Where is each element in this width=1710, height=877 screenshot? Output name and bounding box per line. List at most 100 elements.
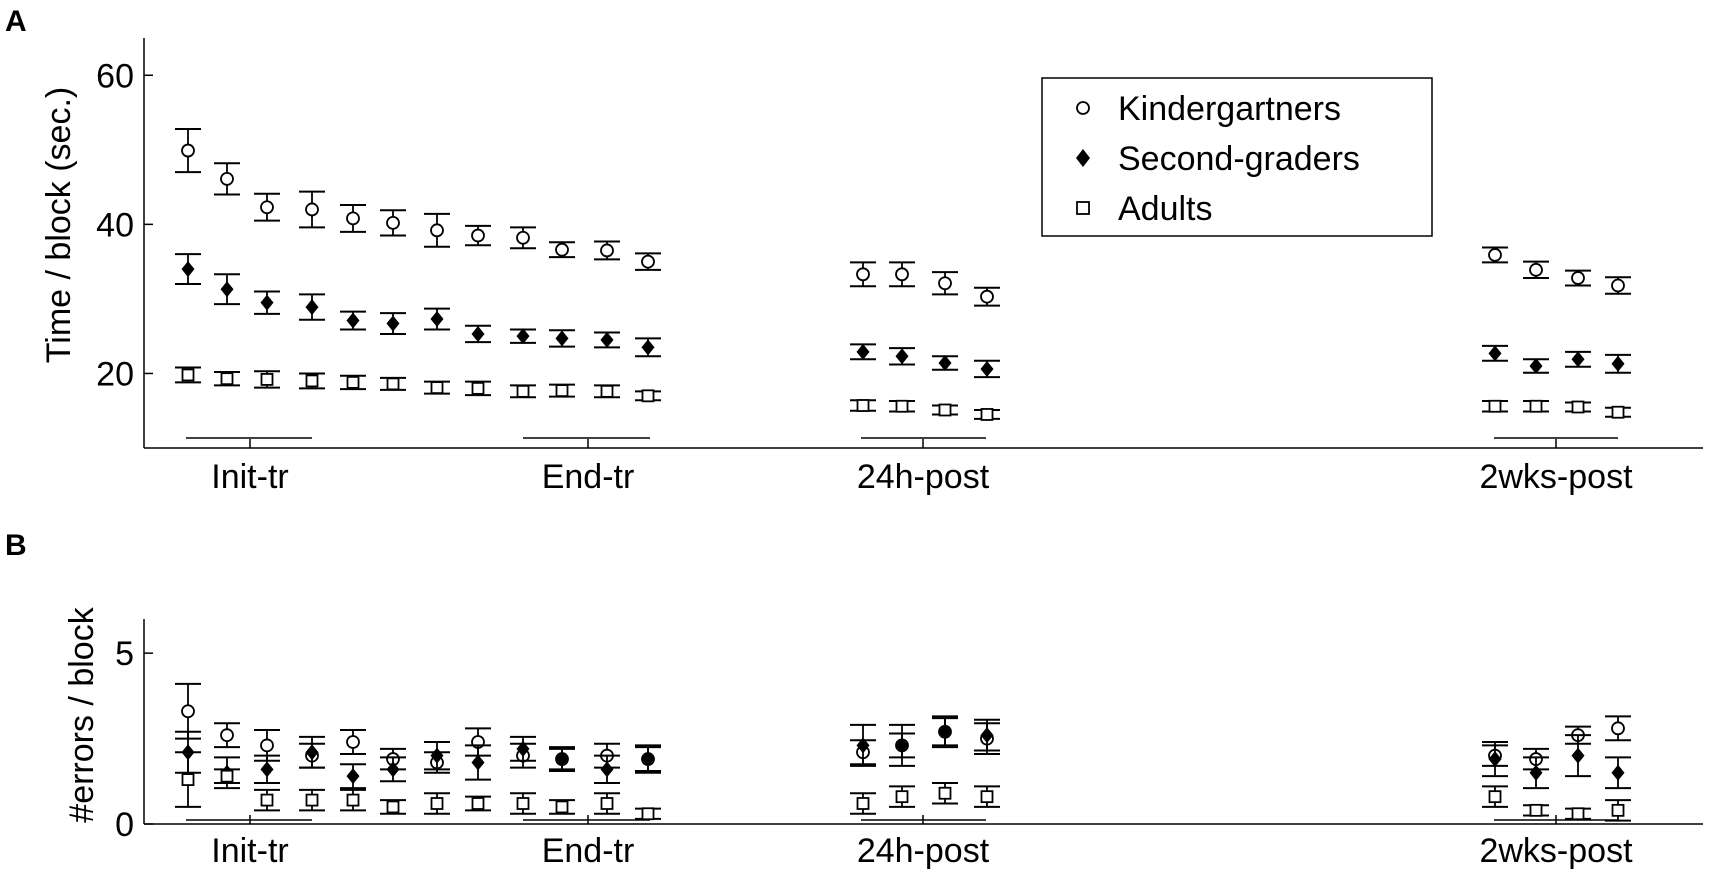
- data-point-diamond: [641, 339, 655, 356]
- data-point-square: [895, 790, 909, 804]
- data-point-diamond: [555, 751, 569, 768]
- data-point-circle: [386, 215, 400, 230]
- y-tick-label: 5: [115, 635, 134, 673]
- data-point-circle: [600, 243, 614, 258]
- data-point-square: [346, 793, 360, 807]
- data-point-diamond: [641, 751, 655, 768]
- data-point-diamond: [938, 723, 952, 740]
- time-per-block-chart: Time / block (sec.) 20 40 60 Init-tr End-tr 2…: [40, 38, 1703, 496]
- data-point-diamond: [555, 330, 569, 347]
- series-adults: [175, 366, 1631, 421]
- data-point-square: [938, 403, 952, 417]
- data-point-square: [220, 372, 234, 386]
- data-point-square: [1571, 400, 1585, 414]
- data-point-square: [516, 384, 530, 398]
- data-point-square: [600, 797, 614, 810]
- data-point-square: [980, 790, 994, 804]
- data-point-diamond: [980, 360, 994, 377]
- legend-entry-kindergartners: Kindergartners: [1118, 90, 1341, 128]
- data-point-circle: [1611, 278, 1625, 293]
- data-point-diamond: [895, 737, 909, 754]
- data-point-square: [305, 793, 319, 807]
- legend-entry-second-graders: Second-graders: [1118, 140, 1360, 178]
- data-point-square: [555, 384, 569, 398]
- data-point-circle: [856, 267, 870, 282]
- data-point-square: [181, 368, 195, 382]
- data-point-square: [895, 399, 909, 413]
- data-point-diamond: [1529, 764, 1543, 781]
- data-point-diamond: [1571, 747, 1585, 764]
- data-point-circle: [220, 171, 234, 186]
- x-category-label: Init-tr: [211, 832, 288, 870]
- data-point-diamond: [430, 311, 444, 328]
- errors-per-block-chart: #errors / block 0 5 Init-tr End-tr 24h-post 2…: [63, 606, 1703, 870]
- data-point-circle: [346, 211, 360, 226]
- data-point-square: [856, 797, 870, 810]
- data-point-circle: [260, 738, 274, 753]
- data-point-diamond: [386, 315, 400, 332]
- data-point-diamond: [516, 740, 530, 757]
- data-point-diamond: [430, 747, 444, 764]
- data-point-square: [1488, 790, 1502, 804]
- data-point-square: [641, 389, 655, 403]
- data-point-square: [600, 384, 614, 398]
- data-point-diamond: [980, 727, 994, 744]
- series-kindergartners: [175, 127, 1631, 307]
- data-point-diamond: [938, 355, 952, 372]
- data-point-circle: [181, 704, 195, 719]
- data-point-circle: [181, 143, 195, 158]
- data-point-square: [386, 377, 400, 391]
- panel-label-b: B: [5, 529, 27, 562]
- data-point-diamond: [1571, 351, 1585, 368]
- y-tick-label: 0: [115, 806, 134, 844]
- data-point-square: [220, 769, 234, 783]
- data-point-diamond: [471, 325, 485, 342]
- data-point-square: [555, 800, 569, 814]
- legend-square-icon: [1076, 201, 1090, 215]
- data-point-diamond: [471, 754, 485, 771]
- x-category-label: End-tr: [542, 832, 635, 870]
- data-point-diamond: [856, 737, 870, 754]
- panel-label-a: A: [5, 5, 27, 38]
- data-point-diamond: [1488, 345, 1502, 362]
- data-point-square: [1571, 807, 1585, 821]
- data-point-circle: [555, 242, 569, 257]
- data-point-square: [938, 786, 952, 800]
- legend: Kindergartners Second-graders Adults: [1041, 77, 1433, 237]
- data-point-square: [1611, 405, 1625, 419]
- data-point-square: [386, 800, 400, 814]
- series-adults: [175, 751, 1631, 822]
- data-point-circle: [980, 289, 994, 304]
- data-point-circle: [260, 200, 274, 215]
- series-second-graders: [175, 715, 1631, 790]
- data-point-diamond: [260, 294, 274, 311]
- data-point-square: [516, 797, 530, 810]
- data-point-circle: [641, 254, 655, 269]
- data-point-square: [1488, 399, 1502, 413]
- y-axis-title-a: Time / block (sec.): [40, 87, 78, 363]
- data-point-diamond: [895, 348, 909, 365]
- data-point-square: [260, 793, 274, 807]
- x-category-label: End-tr: [542, 458, 635, 496]
- data-point-diamond: [346, 312, 360, 329]
- data-point-square: [1529, 399, 1543, 413]
- data-point-circle: [1529, 262, 1543, 277]
- data-point-square: [1529, 803, 1543, 817]
- data-point-square: [980, 408, 994, 421]
- data-point-diamond: [516, 328, 530, 345]
- data-point-circle: [346, 735, 360, 749]
- y-tick-label: 60: [96, 57, 134, 95]
- data-point-diamond: [600, 331, 614, 348]
- data-point-square: [346, 375, 360, 389]
- data-point-diamond: [181, 261, 195, 278]
- data-point-circle: [220, 728, 234, 743]
- series-second-graders: [175, 253, 1631, 379]
- data-point-square: [471, 381, 485, 395]
- x-category-label: 24h-post: [857, 458, 990, 496]
- y-tick-label: 20: [96, 355, 134, 393]
- x-category-label: 2wks-post: [1479, 832, 1633, 870]
- data-point-diamond: [600, 761, 614, 778]
- data-point-diamond: [1611, 355, 1625, 372]
- data-point-square: [471, 797, 485, 810]
